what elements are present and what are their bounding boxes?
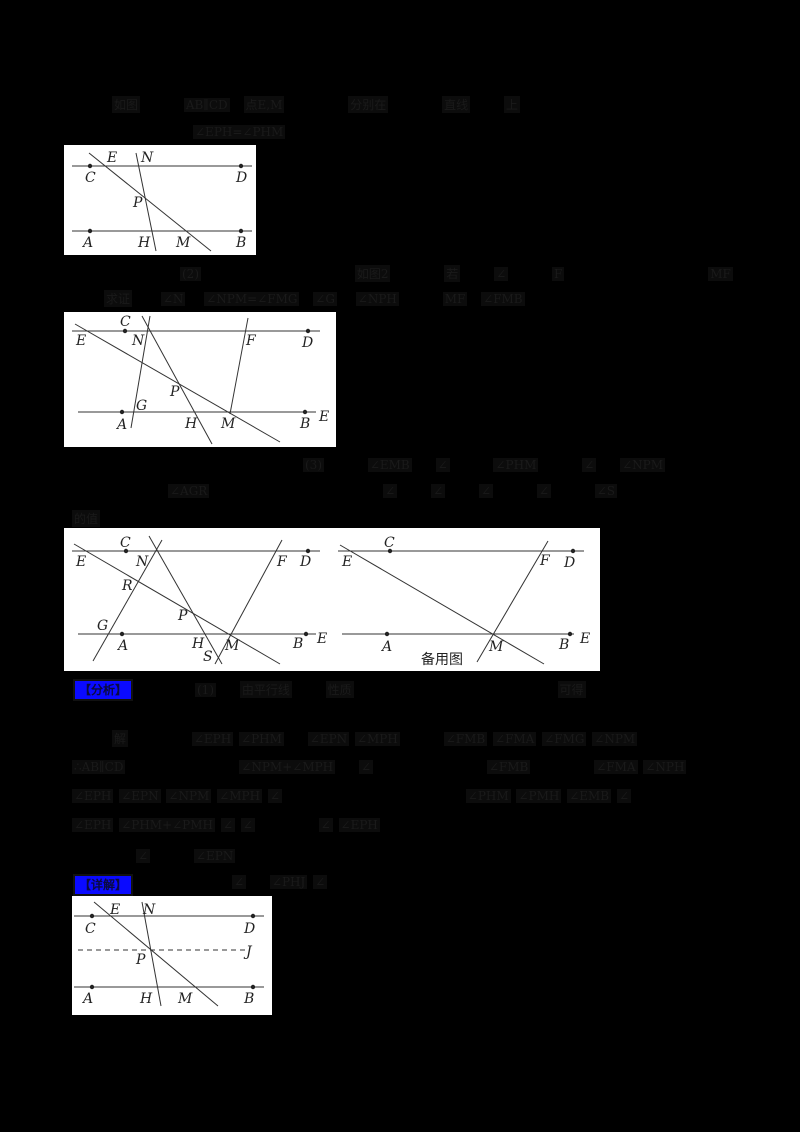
- part2-line-2: 求证 ∠N ∠NPM=∠FMG ∠G ∠NPH MF ∠FMB: [104, 290, 525, 307]
- label-C: C: [85, 170, 96, 186]
- label-P: P: [177, 608, 188, 624]
- analysis-line-1: (1) 由平行线 性质 可得: [195, 681, 586, 698]
- label-D: D: [299, 554, 311, 570]
- label-B: B: [243, 991, 254, 1007]
- label-D: D: [563, 555, 575, 571]
- label-P: P: [169, 384, 180, 400]
- label-A: A: [81, 235, 93, 251]
- figure-3-and-4: C E N F D R P G A H S M B E C E F D: [64, 528, 600, 671]
- label-F: F: [539, 553, 551, 569]
- label-N: N: [131, 333, 145, 349]
- label-F: F: [245, 333, 257, 349]
- label-A: A: [81, 991, 93, 1007]
- figure-3: C E N F D R P G A H S M B E: [72, 535, 327, 665]
- answer-line-4: ∠EPH ∠PHM+∠PMH ∠ ∠ ∠ ∠EPH: [72, 818, 380, 832]
- question-intro-line-1: 如图 AB∥CD 点E,M 分别在 直线 上: [112, 96, 520, 113]
- label-D: D: [301, 335, 313, 351]
- label-M: M: [224, 638, 240, 654]
- solution-badge: 【详解】: [73, 874, 134, 896]
- answer-line-3: ∠EPH ∠EPN ∠NPM ∠MPH ∠ ∠PHM ∠PMH ∠EMB ∠: [72, 789, 632, 803]
- figure-1: E N C D P A H M B: [64, 145, 256, 255]
- label-M: M: [177, 991, 193, 1007]
- label-E: E: [75, 333, 86, 349]
- label-E2: E: [579, 631, 590, 647]
- label-R: R: [121, 578, 133, 594]
- figure-2: C E N F D P G A H M B E: [64, 312, 336, 447]
- label-B: B: [558, 637, 569, 653]
- label-P: P: [135, 952, 146, 968]
- part3-line-2: ∠AGR ∠ ∠ ∠ ∠ ∠S: [168, 484, 618, 498]
- figure-4: C E F D A M B E 备用图: [338, 535, 590, 668]
- label-H: H: [139, 991, 153, 1007]
- label-N: N: [142, 902, 156, 918]
- figure-caption: 备用图: [421, 651, 463, 668]
- proof-line-1: ∠ ∠PHJ ∠: [232, 875, 328, 889]
- label-A: A: [116, 638, 128, 654]
- label-M: M: [488, 639, 504, 655]
- label-E: E: [75, 554, 86, 570]
- label-C: C: [384, 535, 395, 551]
- label-F: F: [276, 554, 288, 570]
- label-H: H: [184, 416, 198, 432]
- label-J: J: [243, 944, 253, 960]
- label-G: G: [97, 618, 108, 634]
- answer-line-2: ∴AB∥CD ∠NPM+∠MPH ∠ ∠FMB ∠FMA ∠NPH: [72, 760, 687, 774]
- label-M: M: [220, 416, 236, 432]
- analysis-badge: 【分析】: [73, 679, 134, 701]
- label-B: B: [235, 235, 246, 251]
- answer-line-5: ∠ ∠EPN: [136, 849, 236, 863]
- label-B: B: [292, 636, 303, 652]
- figure-5: E N C D P J A H M B: [72, 896, 272, 1015]
- question-intro-line-2: ∠EPH=∠PHM: [193, 125, 286, 139]
- label-E: E: [106, 150, 117, 166]
- label-H: H: [191, 636, 205, 652]
- label-C: C: [85, 921, 96, 937]
- label-M: M: [175, 235, 191, 251]
- label-A: A: [380, 639, 392, 655]
- label-B: B: [299, 416, 310, 432]
- label-C: C: [120, 314, 131, 330]
- label-E: E: [341, 554, 352, 570]
- label-H: H: [137, 235, 151, 251]
- label-N: N: [140, 150, 154, 166]
- label-E2: E: [316, 631, 327, 647]
- label-E: E: [109, 902, 120, 918]
- part3-line-3: 的值: [72, 510, 101, 527]
- label-S: S: [203, 649, 213, 665]
- label-D: D: [235, 170, 247, 186]
- label-C: C: [120, 535, 131, 551]
- label-N: N: [135, 554, 149, 570]
- label-G: G: [136, 398, 147, 414]
- answer-line-1: 解 ∠EPH ∠PHM ∠EPN ∠MPH ∠FMB ∠FMA ∠FMG ∠NP…: [112, 730, 638, 747]
- label-D: D: [243, 921, 255, 937]
- part3-line-1: (3) ∠EMB ∠ ∠PHM ∠ ∠NPM: [303, 458, 665, 472]
- label-P: P: [132, 195, 143, 211]
- label-E2: E: [318, 409, 329, 425]
- part2-line-1: (2) 如图2 若 ∠ F MF: [180, 265, 733, 282]
- label-A: A: [115, 417, 127, 433]
